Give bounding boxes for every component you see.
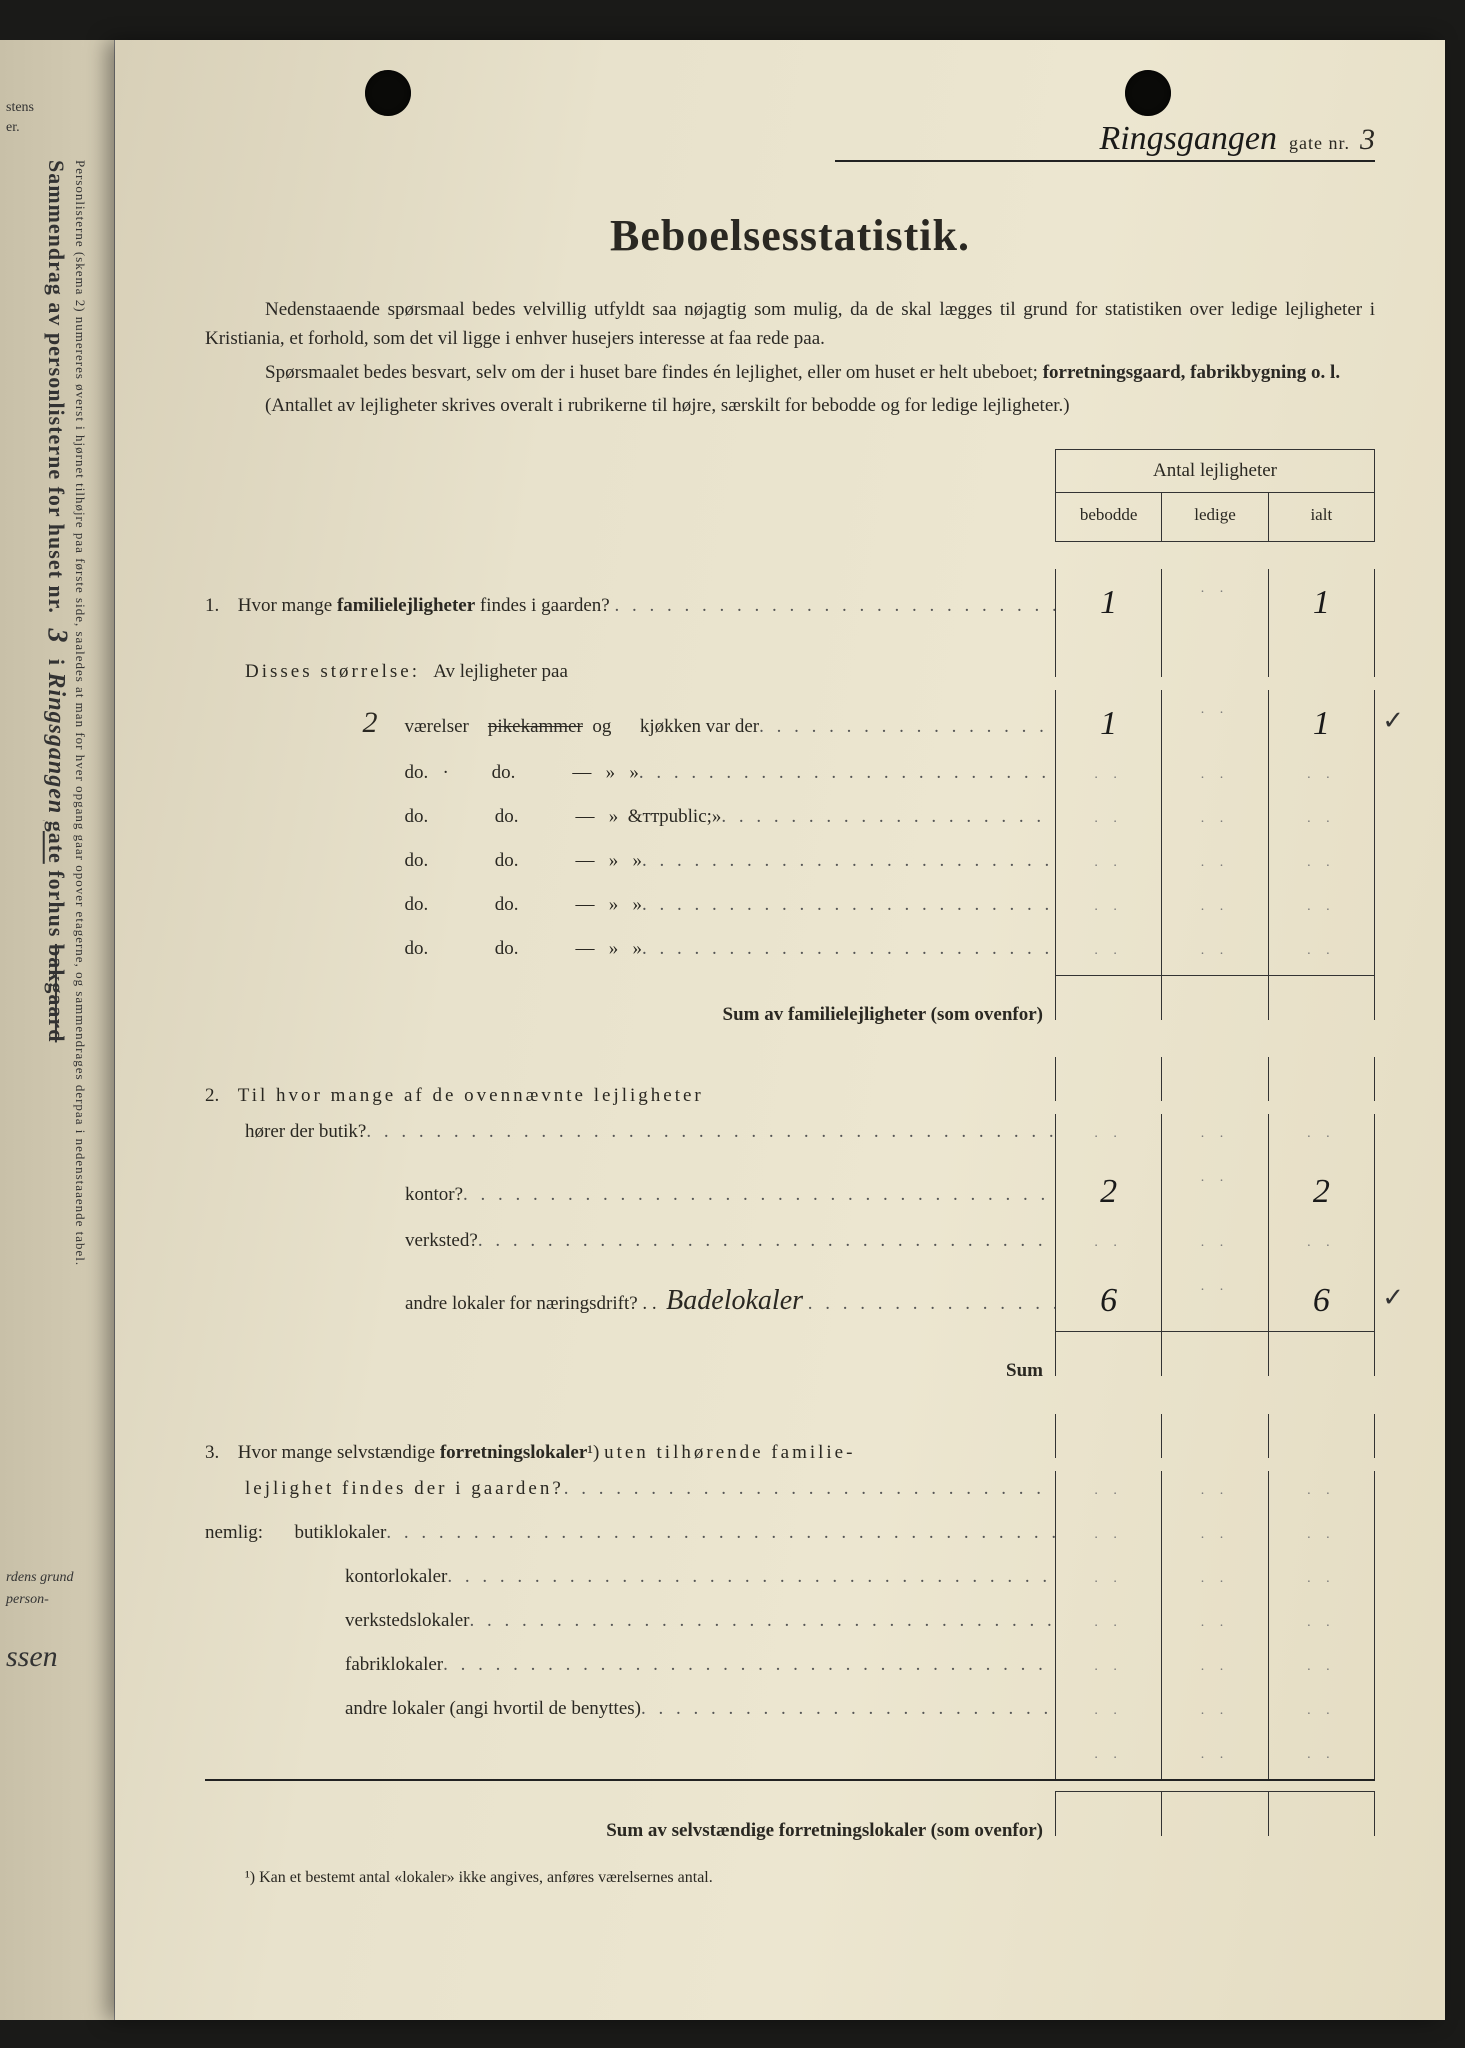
left-fragment: stens bbox=[6, 100, 34, 116]
q1-size-row-1: 2 værelser pikekammer og kjøkken var der… bbox=[205, 690, 1375, 755]
row1-ialt: 1 bbox=[1313, 705, 1330, 742]
q3-andre-row: andre lokaler (angi hvortil de benyttes)… bbox=[205, 1691, 1375, 1735]
q2-row-a: 2. Til hvor mange af de ovennævnte lejli… bbox=[205, 1057, 1375, 1114]
col-bebodde: bebodde bbox=[1056, 493, 1162, 541]
q1-bebodde-value: 1 bbox=[1100, 584, 1117, 621]
kontor-ialt: 2 bbox=[1313, 1173, 1330, 1210]
q3-blank-row: . .. .. . bbox=[205, 1735, 1375, 1779]
q3-sum-row: Sum av selvstændige forretningslokaler (… bbox=[205, 1779, 1375, 1849]
q1-size-row-do: do. do. — » » . .. .. . bbox=[205, 887, 1375, 931]
left-fragment: rdens grund bbox=[6, 1570, 74, 1586]
document-page: Ringsgangen gate nr. 3 Beboelsesstatisti… bbox=[115, 40, 1445, 2020]
statistics-table: Antal lejligheter bebodde ledige ialt 1.… bbox=[205, 449, 1375, 1849]
questions-block: 1. Hvor mange familielejligheter findes … bbox=[205, 449, 1375, 1849]
left-title-vertical: Sammendrag av personlisterne for huset n… bbox=[42, 160, 69, 1042]
andre-bebodde: 6 bbox=[1100, 1282, 1117, 1319]
left-handwritten-fragment: ssen bbox=[6, 1640, 58, 1674]
intro-text: Nedenstaaende spørsmaal bedes velvillig … bbox=[205, 295, 1375, 421]
left-fragment: er. bbox=[6, 120, 20, 136]
q1-ialt-value: 1 bbox=[1313, 584, 1330, 621]
street-header-line: Ringsgangen gate nr. 3 bbox=[835, 120, 1375, 162]
punch-hole bbox=[1125, 70, 1171, 116]
left-page-strip: Sammendrag av personlisterne for huset n… bbox=[0, 40, 115, 2020]
q3-row-a: 3. Hvor mange selvstændige forretningslo… bbox=[205, 1414, 1375, 1471]
row1-bebodde: 1 bbox=[1100, 705, 1117, 742]
q1-row: 1. Hvor mange familielejligheter findes … bbox=[205, 569, 1375, 634]
table-column-header: Antal lejligheter bebodde ledige ialt bbox=[1055, 449, 1375, 542]
col-ialt: ialt bbox=[1269, 493, 1374, 541]
q1-size-row-do: do. do. — » &ттpublic; » . .. .. . bbox=[205, 799, 1375, 843]
q3-fabrik-row: fabriklokaler . .. .. . bbox=[205, 1647, 1375, 1691]
kontor-bebodde: 2 bbox=[1100, 1173, 1117, 1210]
q2-sum-row: Sum bbox=[205, 1331, 1375, 1389]
gate-nr-label: gate nr. bbox=[1289, 133, 1350, 153]
q2-butik-row: hører der butik? . .. .. . bbox=[205, 1114, 1375, 1158]
q3-row-b: lejlighet findes der i gaarden? . .. .. … bbox=[205, 1471, 1375, 1515]
col-ledige: ledige bbox=[1162, 493, 1268, 541]
q2-andre-row: andre lokaler for næringsdrift? . . Bade… bbox=[205, 1267, 1375, 1332]
q3-kontor-row: kontorlokaler . .. .. . bbox=[205, 1559, 1375, 1603]
antal-title: Antal lejligheter bbox=[1056, 450, 1374, 493]
andre-handwritten: Badelokaler bbox=[666, 1285, 803, 1316]
q1-size-row-do: do. do. — » » . .. .. . bbox=[205, 931, 1375, 975]
document-title: Beboelsesstatistik. bbox=[205, 210, 1375, 261]
q1-sum-row: Sum av familielejligheter (som ovenfor) bbox=[205, 975, 1375, 1033]
left-small-vertical: Personlisterne (skema 2) numereres øvers… bbox=[72, 160, 88, 1266]
q1-size-row-do: do. · do. — » » . .. .. . bbox=[205, 755, 1375, 799]
intro-p2: Spørsmaalet bedes besvart, selv om der i… bbox=[205, 358, 1375, 387]
punch-hole bbox=[365, 70, 411, 116]
left-fragment: person- bbox=[6, 1592, 49, 1608]
q3-verksted-row: verkstedslokaler . .. .. . bbox=[205, 1603, 1375, 1647]
q2-verksted-row: verksted? . .. .. . bbox=[205, 1223, 1375, 1267]
q2-kontor-row: kontor? 2 . . 2 bbox=[205, 1158, 1375, 1223]
street-name-handwritten: Ringsgangen bbox=[1099, 120, 1277, 157]
intro-p1: Nedenstaaende spørsmaal bedes velvillig … bbox=[205, 295, 1375, 354]
andre-ialt: 6 bbox=[1313, 1282, 1330, 1319]
footnote: ¹) Kan et bestemt antal «lokaler» ikke a… bbox=[205, 1869, 1375, 1887]
q1-sizes-label: Disses størrelse: Av lejligheter paa bbox=[205, 633, 1375, 690]
intro-p3: (Antallet av lejligheter skrives overalt… bbox=[205, 391, 1375, 420]
q1-size-row-do: do. do. — » » . .. .. . bbox=[205, 843, 1375, 887]
gate-nr-handwritten: 3 bbox=[1360, 123, 1375, 156]
rooms-count-handwritten: 2 bbox=[345, 694, 395, 751]
q3-butik-row: nemlig: butiklokaler . .. .. . bbox=[205, 1515, 1375, 1559]
